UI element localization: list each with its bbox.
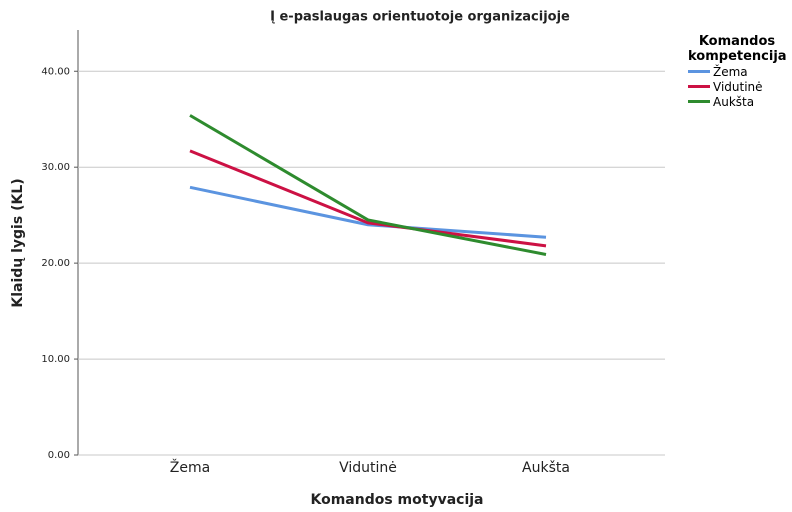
- y-tick-label: 10.00: [41, 354, 70, 365]
- x-axis-label: Komandos motyvacija: [310, 492, 483, 508]
- legend-item: Aukšta: [688, 94, 788, 109]
- y-tick-label: 30.00: [41, 162, 70, 173]
- y-tick-label: 0.00: [48, 450, 70, 461]
- chart-title: Į e-paslaugas orientuotoje organizacijoj…: [270, 10, 570, 25]
- x-tick-label: Vidutinė: [339, 460, 397, 476]
- legend: Komandos kompetencija Žema Vidutinė Aukšta: [688, 34, 788, 109]
- series-line: [189, 185, 547, 239]
- legend-title: Komandos kompetencija: [688, 34, 787, 64]
- legend-label: Aukšta: [713, 94, 755, 109]
- y-tick-label: 40.00: [41, 66, 70, 77]
- legend-item: Vidutinė: [688, 79, 788, 94]
- series-line: [189, 149, 547, 248]
- legend-swatch: [688, 100, 710, 103]
- x-tick-label: Žema: [170, 458, 210, 476]
- legend-swatch: [688, 85, 710, 88]
- x-tick-label: Aukšta: [522, 460, 570, 476]
- legend-label: Vidutinė: [713, 79, 763, 94]
- series-line: [189, 114, 547, 256]
- legend-label: Žema: [713, 64, 748, 79]
- legend-item: Žema: [688, 64, 788, 79]
- legend-swatch: [688, 70, 710, 73]
- y-tick-label: 20.00: [41, 258, 70, 269]
- y-axis-label: Klaidų lygis (KL): [10, 178, 26, 307]
